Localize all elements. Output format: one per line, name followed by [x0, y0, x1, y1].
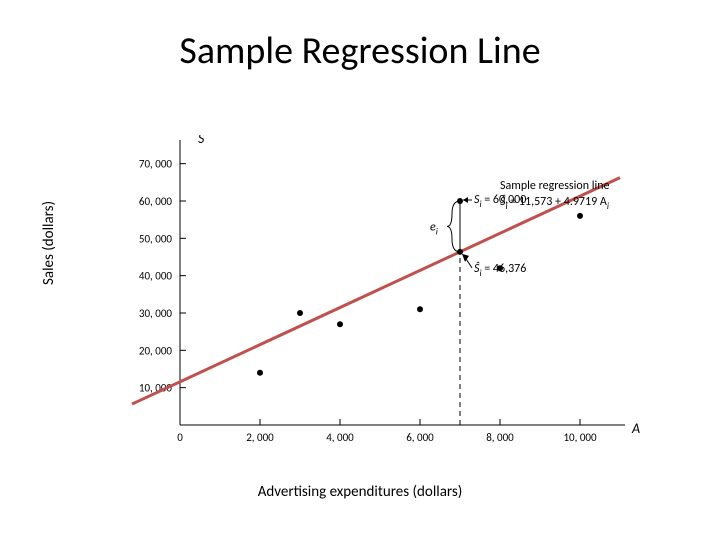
- data-point: [417, 306, 423, 312]
- y-tick-label: 60, 000: [139, 195, 173, 208]
- slide: Sample Regression Line Sales (dollars) 1…: [0, 0, 720, 540]
- x-tick-label: 4, 000: [326, 431, 354, 444]
- data-point: [257, 370, 263, 376]
- data-point: [337, 321, 343, 327]
- page-title: Sample Regression Line: [0, 28, 720, 74]
- y-tick-label: 20, 000: [139, 344, 173, 357]
- y-tick-label: 70, 000: [139, 158, 173, 171]
- y-axis-label: Sales (dollars): [40, 201, 58, 285]
- data-point: [457, 198, 463, 204]
- regression-chart: Sales (dollars) 10, 00020, 00030, 00040,…: [80, 135, 640, 495]
- y-tick-label: 40, 000: [139, 270, 173, 283]
- x-tick-label: 6, 000: [406, 431, 434, 444]
- residual-brace: [447, 201, 460, 252]
- x-tick-label: 0: [177, 431, 183, 444]
- svg-text:Ŝi = 46,376: Ŝi = 46,376: [474, 262, 526, 279]
- data-point: [577, 213, 583, 219]
- svg-text:ei: ei: [430, 220, 438, 237]
- svg-text:S: S: [198, 135, 205, 147]
- x-tick-label: 10, 000: [563, 431, 597, 444]
- x-tick-label: 8, 000: [486, 431, 514, 444]
- arrow-head: [463, 197, 468, 203]
- x-axis-label: Advertising expenditures (dollars): [80, 483, 640, 501]
- chart-svg: 10, 000 20, 000 30, 000 40, 000 50, 000 60, 0…: [80, 135, 640, 465]
- y-tick-label: 30, 000: [139, 307, 173, 320]
- regression-line: [132, 178, 620, 404]
- legend-text: Sample regression line: [500, 179, 610, 193]
- y-tick-label: 50, 000: [139, 232, 173, 245]
- data-point: [297, 310, 303, 316]
- x-tick-label: 2, 000: [246, 431, 274, 444]
- svg-text:A: A: [631, 420, 640, 437]
- arrow-head: [462, 254, 469, 262]
